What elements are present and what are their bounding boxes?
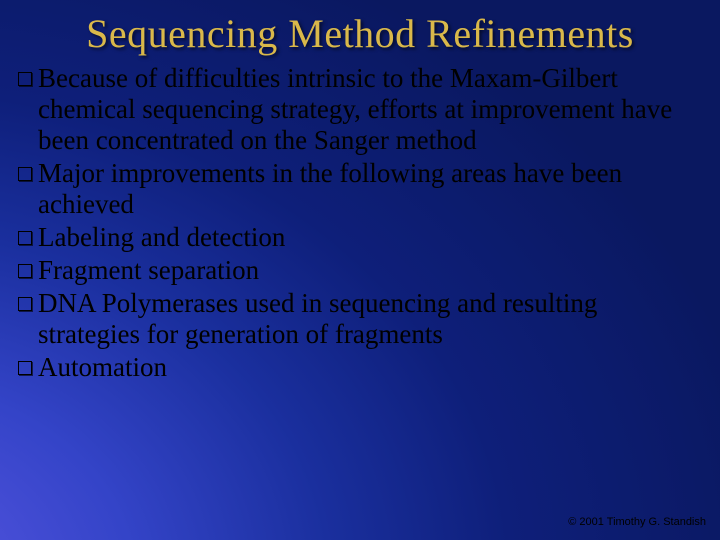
square-bullet-icon [18,264,32,278]
slide: Sequencing Method Refinements Because of… [0,0,720,540]
list-item-text: DNA Polymerases used in sequencing and r… [38,288,702,350]
list-item-text: Automation [38,352,702,383]
copyright-text: © 2001 Timothy G. Standish [568,516,706,528]
square-bullet-icon [18,167,32,181]
square-bullet-icon [18,72,32,86]
list-item-text: Because of difficulties intrinsic to the… [38,63,702,156]
list-item-text: Major improvements in the following area… [38,158,702,220]
list-item: Fragment separation [18,255,702,286]
square-bullet-icon [18,231,32,245]
list-item-text: Fragment separation [38,255,702,286]
square-bullet-icon [18,297,32,311]
list-item: Labeling and detection [18,222,702,253]
list-item: DNA Polymerases used in sequencing and r… [18,288,702,350]
list-item-text: Labeling and detection [38,222,702,253]
list-item: Major improvements in the following area… [18,158,702,220]
slide-title: Sequencing Method Refinements [0,0,720,57]
square-bullet-icon [18,361,32,375]
list-item: Automation [18,352,702,383]
slide-body: Because of difficulties intrinsic to the… [0,57,720,383]
list-item: Because of difficulties intrinsic to the… [18,63,702,156]
